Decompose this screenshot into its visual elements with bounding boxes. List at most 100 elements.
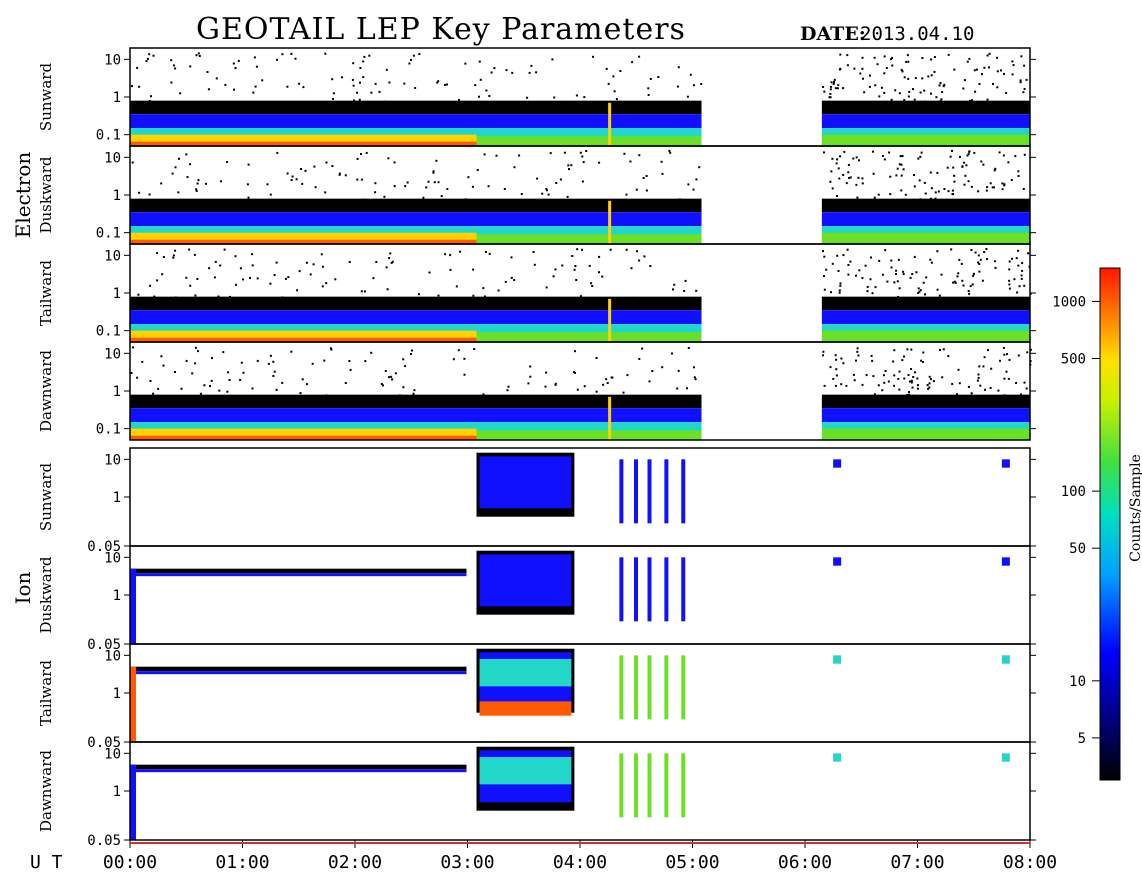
sparse-count bbox=[857, 354, 860, 357]
colorbar-tick-label: 100 bbox=[1061, 484, 1086, 500]
band-orange bbox=[130, 337, 477, 342]
panel-ion-dawnward: 10 1 0.05 Dawnward bbox=[37, 741, 1036, 849]
sparse-count bbox=[838, 177, 841, 180]
sparse-count bbox=[261, 79, 264, 82]
sparse-count bbox=[148, 53, 151, 56]
sparse-count bbox=[829, 366, 832, 369]
sparse-count bbox=[963, 161, 966, 164]
sparse-count bbox=[239, 378, 242, 381]
sparse-count bbox=[968, 292, 971, 295]
sparse-count bbox=[966, 154, 969, 157]
sparse-count bbox=[1011, 60, 1014, 63]
sparse-count bbox=[276, 58, 278, 61]
sparse-count bbox=[488, 252, 491, 255]
sparse-count bbox=[535, 71, 538, 74]
sparse-count bbox=[993, 186, 995, 189]
sparse-count bbox=[252, 91, 255, 94]
sparse-count bbox=[915, 271, 918, 274]
sparse-count bbox=[427, 180, 430, 183]
sparse-count bbox=[909, 380, 911, 383]
band-green bbox=[821, 134, 1030, 146]
sparse-count bbox=[510, 256, 513, 259]
sparse-count bbox=[946, 166, 949, 169]
sparse-count bbox=[194, 362, 197, 365]
x-tick-label: 05:00 bbox=[665, 852, 719, 873]
sparse-count bbox=[947, 355, 950, 358]
sparse-count bbox=[196, 182, 199, 185]
sparse-count bbox=[545, 187, 548, 190]
sparse-count bbox=[901, 70, 904, 73]
sparse-count bbox=[822, 354, 824, 357]
sparse-count bbox=[903, 355, 905, 358]
sparse-count bbox=[626, 374, 629, 377]
sparse-count bbox=[977, 373, 980, 376]
sparse-count bbox=[625, 248, 628, 251]
sparse-count bbox=[822, 250, 824, 253]
sparse-count bbox=[267, 362, 270, 365]
sparse-count bbox=[947, 190, 950, 193]
sparse-count bbox=[996, 86, 999, 89]
sparse-count bbox=[566, 195, 569, 198]
sparse-count bbox=[269, 282, 272, 285]
y-tick-label: 10 bbox=[104, 452, 121, 468]
sparse-count bbox=[298, 82, 301, 85]
sparse-count bbox=[847, 171, 850, 174]
sparse-count bbox=[952, 281, 955, 284]
sparse-count bbox=[174, 296, 177, 299]
sparse-count bbox=[568, 168, 570, 171]
sparse-count bbox=[928, 382, 931, 385]
sparse-count bbox=[213, 276, 216, 279]
sparse-count bbox=[900, 174, 903, 177]
band-black bbox=[130, 394, 702, 409]
sparse-count bbox=[351, 78, 354, 81]
sparse-count bbox=[835, 358, 838, 361]
colorbar-label: Counts/Sample bbox=[1128, 454, 1142, 562]
sparse-count bbox=[904, 193, 907, 196]
sparse-count bbox=[940, 273, 943, 276]
sparse-count bbox=[402, 358, 405, 361]
sparse-count bbox=[853, 67, 856, 70]
panel-electron-duskward: 10 1 0.1 Duskward bbox=[37, 145, 1036, 245]
sparse-count bbox=[249, 277, 251, 279]
sparse-count bbox=[939, 100, 942, 103]
sparse-count bbox=[207, 88, 210, 91]
sparse-count bbox=[145, 60, 148, 63]
sparse-count bbox=[922, 281, 925, 284]
sparse-count bbox=[852, 373, 855, 376]
sparse-count bbox=[994, 260, 997, 263]
sparse-count bbox=[412, 54, 415, 57]
sparse-count bbox=[1015, 382, 1018, 384]
sparse-count bbox=[513, 279, 516, 281]
sparse-count bbox=[986, 54, 989, 57]
late-burst bbox=[833, 655, 842, 664]
sparse-count bbox=[305, 261, 308, 264]
sparse-count bbox=[380, 383, 383, 385]
sparse-count bbox=[432, 171, 435, 174]
sparse-count bbox=[928, 375, 931, 378]
sparse-count bbox=[629, 160, 632, 163]
burst-column bbox=[664, 557, 669, 622]
sparse-count bbox=[933, 56, 936, 58]
sparse-count bbox=[590, 282, 593, 285]
sparse-count bbox=[1017, 249, 1020, 252]
sparse-count bbox=[194, 346, 197, 349]
sparse-count bbox=[1016, 291, 1019, 294]
sparse-count bbox=[895, 269, 898, 272]
sparse-count bbox=[883, 158, 886, 161]
sparse-count bbox=[177, 191, 180, 194]
sparse-count bbox=[485, 89, 488, 92]
sparse-count bbox=[916, 384, 919, 387]
sparse-count bbox=[847, 264, 850, 266]
sparse-count bbox=[846, 54, 849, 57]
band-green bbox=[821, 428, 1030, 440]
sparse-count bbox=[1008, 283, 1011, 286]
sparse-count bbox=[272, 375, 275, 377]
sparse-count bbox=[1021, 269, 1024, 272]
sparse-count bbox=[1008, 358, 1011, 361]
sparse-count bbox=[234, 67, 237, 69]
sparse-count bbox=[927, 387, 930, 390]
sparse-count bbox=[251, 264, 254, 267]
sparse-count bbox=[961, 165, 964, 168]
sparse-count bbox=[574, 350, 576, 353]
sparse-count bbox=[224, 83, 227, 86]
